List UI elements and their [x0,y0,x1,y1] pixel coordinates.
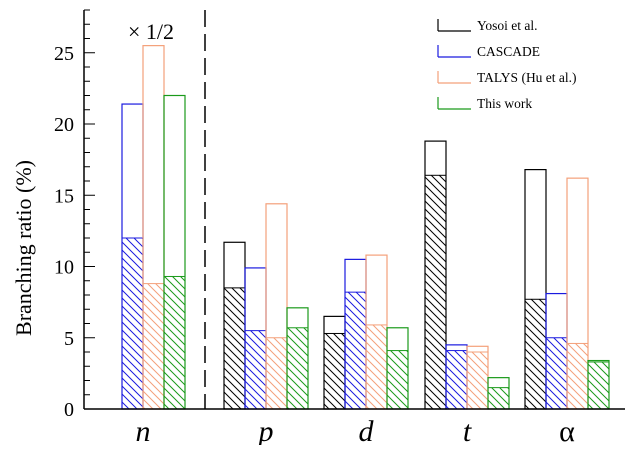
x-category-label: n [136,415,151,445]
x-category-label: α [559,415,575,445]
legend-label: Yosoi et al. [477,18,538,33]
bar-hatched-this-work- [587,361,610,410]
y-axis-label: Branching ratio (%) [11,160,36,336]
legend: Yosoi et al. CASCADE TALYS (Hu et al.) This… [437,18,577,111]
axes-layer: 0 5 10 15 20 25 n p d t α [54,9,625,448]
bar-hatched-talys-hu-et-al-d [365,324,388,410]
bar-hatched-this-work-t [487,387,510,410]
bar-hatched-this-work-d [386,350,409,410]
legend-label: This work [477,96,532,111]
scale-annotation: × 1/2 [128,19,174,44]
y-tick-label: 25 [54,43,74,65]
y-tick-label: 5 [64,328,74,350]
bar-hatched-cascade-n [121,237,144,410]
legend-item-this-work: This work [437,96,532,111]
bar-hatched-yosoi-et-al- [524,298,547,410]
legend-label: CASCADE [477,44,540,59]
bar-hatched-this-work-p [286,327,309,410]
y-tick-label: 0 [64,399,74,421]
bar-hatched-cascade-d [344,291,367,410]
legend-item-cascade: CASCADE [437,44,540,59]
bar-hatched-talys-hu-et-al-t [466,351,489,410]
bar-hatched-cascade- [545,337,568,410]
bar-hatched-this-work-n [163,275,186,410]
x-category-label: p [257,415,274,445]
bar-hatched-yosoi-et-al-p [223,287,246,410]
legend-label: TALYS (Hu et al.) [477,70,577,85]
bars-layer [121,45,610,410]
bar-hatched-yosoi-et-al-t [424,174,447,410]
bar-hatched-cascade-p [244,330,267,410]
bar-hatched-talys-hu-et-al- [566,342,589,410]
y-tick-label: 15 [54,185,74,207]
x-category-label: d [359,415,375,445]
bar-hatched-yosoi-et-al-d [323,332,346,410]
y-tick-label: 20 [54,114,74,136]
bar-hatched-talys-hu-et-al-p [265,337,288,410]
bar-hatched-talys-hu-et-al-n [142,283,165,410]
bar-hatched-cascade-t [445,350,468,410]
x-category-label: t [463,415,472,445]
legend-item-yosoi-et-al: Yosoi et al. [437,18,538,33]
y-tick-label: 10 [54,257,74,279]
legend-item-talys-hu-et-al: TALYS (Hu et al.) [437,70,577,85]
